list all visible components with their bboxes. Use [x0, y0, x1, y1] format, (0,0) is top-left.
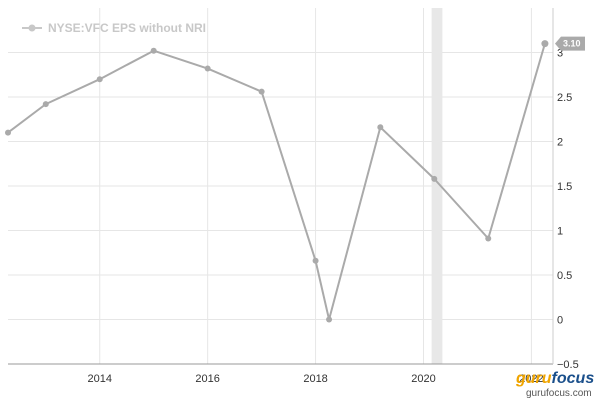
shaded-band-layer [431, 8, 443, 364]
y-tick-label: 3 [557, 48, 563, 60]
data-point [326, 316, 333, 323]
watermark-logo: gurufocus [515, 370, 594, 387]
grid [8, 8, 553, 365]
data-point [204, 65, 211, 72]
data-point [96, 76, 103, 83]
last-value-label: 3.10 [563, 39, 581, 49]
y-tick-label: 2.5 [557, 92, 572, 104]
last-value-flag-shape [555, 36, 585, 51]
last-value-flag: 3.10 [555, 36, 585, 51]
y-tick-label: 0 [557, 315, 563, 327]
x-tick-label: 2016 [195, 373, 219, 385]
y-tick-label: 2 [557, 137, 563, 149]
legend-marker [28, 24, 36, 32]
x-tick-label: 2020 [411, 373, 435, 385]
x-tick-label: 2014 [87, 373, 111, 385]
legend[interactable]: NYSE:VFC EPS without NRI [22, 21, 206, 35]
watermark-guru: guru [515, 370, 552, 387]
watermark-focus: focus [552, 370, 595, 387]
data-point [312, 257, 319, 264]
y-tick-label: 1 [557, 226, 563, 238]
y-tick-label: 1.5 [557, 181, 572, 193]
x-tick-label: 2022 [519, 373, 543, 385]
y-tick-label: 0.5 [557, 270, 572, 282]
data-point [5, 129, 11, 136]
watermark: gurufocus gurufocus.com [515, 370, 594, 399]
data-point [150, 47, 157, 54]
tick-labels: −0.5 0 0.5 1 1.5 2 2.5 3 2014 2016 2018 2020 2022 [87, 48, 578, 386]
data-point [541, 40, 549, 48]
data-point [431, 175, 438, 182]
series-line [7, 43, 546, 321]
watermark-url: gurufocus.com [526, 388, 592, 399]
legend-label: NYSE:VFC EPS without NRI [48, 21, 206, 35]
axes [8, 8, 554, 365]
data-point [377, 124, 384, 131]
data-point [258, 88, 265, 95]
x-tick-label: 2018 [303, 373, 327, 385]
data-point [42, 101, 49, 108]
y-tick-label: −0.5 [557, 359, 579, 371]
data-point [485, 235, 492, 242]
series-layer [5, 40, 549, 323]
shaded-band [431, 8, 443, 364]
